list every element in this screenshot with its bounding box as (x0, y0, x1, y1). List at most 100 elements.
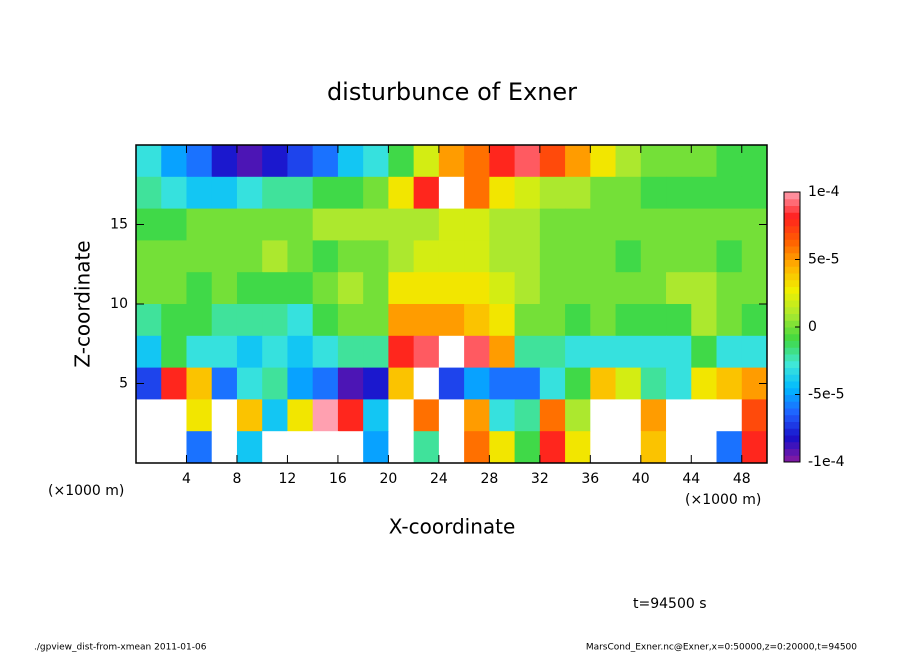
heatmap-cell (464, 272, 490, 305)
heatmap-cell (565, 335, 591, 369)
colorbar-segment (784, 273, 800, 281)
heatmap-cell (337, 399, 364, 432)
x-tick-label: 8 (232, 471, 241, 487)
heatmap-cell (640, 272, 667, 305)
heatmap-cell (691, 272, 718, 305)
heatmap-cell (136, 240, 162, 273)
heatmap-cell (337, 240, 364, 273)
colorbar-segment (784, 387, 800, 395)
heatmap-cell (539, 335, 566, 369)
heatmap-cell (161, 272, 187, 305)
colorbar-segment (784, 300, 800, 308)
x-tick-label: 48 (733, 471, 751, 487)
heatmap-cell (388, 145, 415, 178)
heatmap-cell (741, 240, 768, 273)
heatmap-cell (514, 431, 541, 464)
heatmap-cell (590, 399, 617, 432)
heatmap-cell (489, 399, 516, 432)
heatmap-cell (741, 176, 768, 210)
heatmap-cell (287, 431, 314, 464)
colorbar-segment (784, 259, 800, 267)
heatmap-cell (464, 145, 490, 178)
heatmap-cell (565, 399, 591, 432)
heatmap-cell (691, 367, 718, 400)
heatmap-cell (337, 208, 364, 241)
heatmap-cell (388, 431, 415, 464)
heatmap-cell (236, 431, 263, 464)
heatmap-cell (691, 145, 718, 178)
colorbar-segment (784, 239, 800, 247)
heatmap-cell (691, 399, 718, 432)
heatmap-cell (464, 240, 490, 273)
heatmap-cell (438, 431, 465, 464)
heatmap-cell (464, 176, 490, 210)
heatmap-cell (186, 272, 213, 305)
heatmap-cell (741, 272, 768, 305)
colorbar-segment (784, 313, 800, 321)
heatmap-cell (136, 145, 162, 178)
heatmap-cell (691, 304, 718, 337)
heatmap-cell (514, 208, 541, 241)
heatmap-cell (287, 208, 314, 241)
heatmap-cell (136, 399, 162, 432)
heatmap-cell (413, 240, 440, 273)
heatmap-cell (615, 335, 642, 369)
y-unit-label: (×1000 m) (48, 483, 124, 499)
colorbar-segment (784, 428, 800, 436)
heatmap-cell (287, 145, 314, 178)
heatmap-cell (539, 367, 566, 400)
heatmap-cell (640, 208, 667, 241)
heatmap-cell (464, 335, 490, 369)
colorbar-segment (784, 333, 800, 341)
colorbar-segment (784, 279, 800, 287)
heatmap-cell (337, 145, 364, 178)
heatmap-cell (539, 176, 566, 210)
heatmap-cell (186, 240, 213, 273)
heatmap-cell (312, 272, 339, 305)
colorbar-segment (784, 448, 800, 456)
heatmap-cell (615, 145, 642, 178)
heatmap-cell (136, 431, 162, 464)
y-tick-label: 5 (119, 376, 128, 392)
heatmap-cell (716, 304, 743, 337)
heatmap-cell (312, 431, 339, 464)
heatmap-cell (691, 335, 718, 369)
heatmap-cell (337, 335, 364, 369)
x-tick-label: 32 (531, 471, 549, 487)
heatmap-cell (716, 335, 743, 369)
heatmap-cell (640, 399, 667, 432)
x-tick-label: 40 (632, 471, 650, 487)
heatmap-cell (666, 335, 692, 369)
colorbar-segment (784, 394, 800, 402)
heatmap-cell (161, 335, 187, 369)
heatmap-cell (741, 304, 768, 337)
heatmap-cell (615, 304, 642, 337)
colorbar-segment (784, 408, 800, 416)
heatmap-cell (262, 240, 288, 273)
x-unit-label: (×1000 m) (685, 492, 761, 508)
colorbar-segment (784, 286, 800, 294)
heatmap-cell (438, 176, 465, 210)
heatmap-cell (741, 431, 768, 464)
heatmap-cell (211, 335, 238, 369)
heatmap-cell (565, 145, 591, 178)
heatmap-cell (691, 240, 718, 273)
heatmap-cell (363, 304, 389, 337)
heatmap-cell (640, 176, 667, 210)
heatmap-cell (489, 208, 516, 241)
heatmap-cell (337, 176, 364, 210)
heatmap-cell (312, 367, 339, 400)
heatmap-cell (716, 367, 743, 400)
colorbar-tick-label: -1e-4 (808, 454, 845, 470)
colorbar-segment (784, 367, 800, 375)
colorbar-tick-label: 1e-4 (808, 184, 840, 200)
heatmap-cell (186, 431, 213, 464)
heatmap-cell (337, 304, 364, 337)
heatmap-cell (615, 176, 642, 210)
heatmap-cell (514, 367, 541, 400)
colorbar-segment (784, 455, 800, 463)
colorbar-segment (784, 219, 800, 227)
heatmap-cell (666, 208, 692, 241)
heatmap-cell (186, 304, 213, 337)
